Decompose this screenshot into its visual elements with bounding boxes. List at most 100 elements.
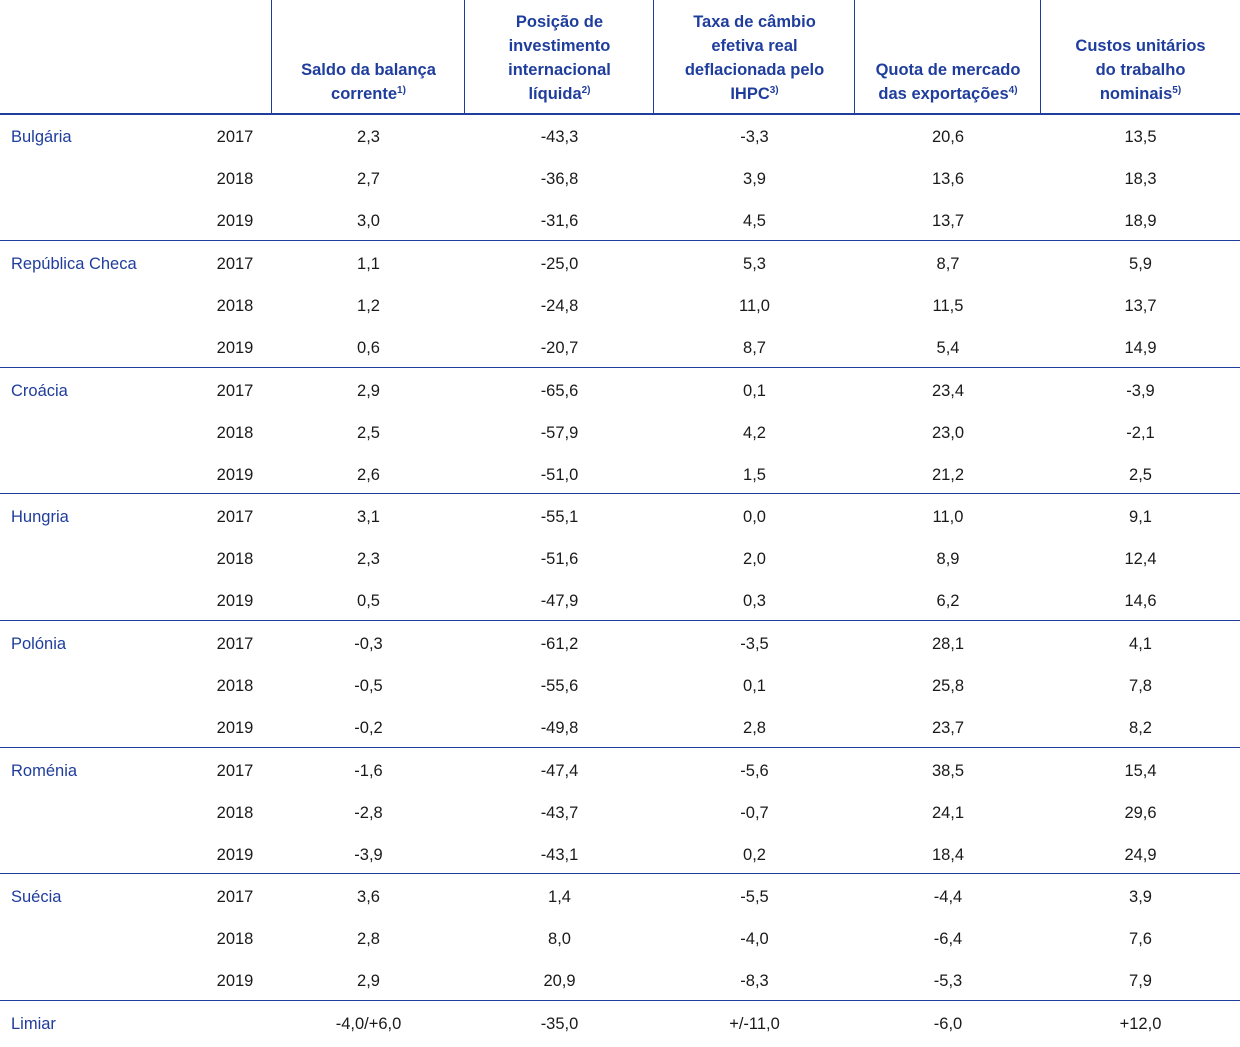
header-divider <box>271 0 272 113</box>
value-cell: 25,8 <box>931 677 965 695</box>
value-cell: -8,3 <box>740 972 769 990</box>
value-cell: 2,5 <box>1129 466 1152 484</box>
year-cell: 2019 <box>216 466 254 484</box>
table-row: 2019 -3,9 -43,1 0,2 18,4 24,9 <box>0 843 1240 867</box>
value-cell: -0,7 <box>740 804 769 822</box>
value-cell: 7,6 <box>1129 930 1152 948</box>
value-cell: 2,6 <box>357 466 380 484</box>
value-cell: 2,8 <box>357 930 380 948</box>
threshold-value: +/-11,0 <box>729 1015 780 1033</box>
table-row: 2017 3,1 -55,1 0,0 11,0 9,1 <box>0 505 1240 529</box>
group-rule <box>0 747 1240 748</box>
value-cell: -0,5 <box>354 677 383 695</box>
table-row: 2018 -0,5 -55,6 0,1 25,8 7,8 <box>0 674 1240 698</box>
header-line: Custos unitários <box>1075 37 1206 55</box>
value-cell: -5,5 <box>740 888 769 906</box>
value-cell: -51,6 <box>540 550 579 568</box>
table-row: 2019 2,6 -51,0 1,5 21,2 2,5 <box>0 463 1240 487</box>
table-row: 2018 2,8 8,0 -4,0 -6,4 7,6 <box>0 927 1240 951</box>
footnote-ref: 2) <box>581 85 591 96</box>
value-cell: 0,0 <box>743 508 766 526</box>
table-row: 2017 2,3 -43,3 -3,3 20,6 13,5 <box>0 125 1240 149</box>
value-cell: -5,3 <box>933 972 963 990</box>
value-cell: 8,7 <box>743 339 766 357</box>
value-cell: 3,1 <box>357 508 380 526</box>
value-cell: 29,6 <box>1124 804 1157 822</box>
value-cell: 13,6 <box>931 170 965 188</box>
value-cell: 0,3 <box>743 592 766 610</box>
year-cell: 2019 <box>216 592 254 610</box>
table-row: 2019 -0,2 -49,8 2,8 23,7 8,2 <box>0 716 1240 740</box>
header-line: Quota de mercado <box>875 61 1021 79</box>
group-rule <box>0 493 1240 494</box>
value-cell: -3,5 <box>740 635 769 653</box>
value-cell: 6,2 <box>936 592 960 610</box>
value-cell: -43,7 <box>540 804 579 822</box>
threshold-label: Limiar <box>11 1015 56 1033</box>
threshold-value: -35,0 <box>540 1015 579 1033</box>
value-cell: -47,4 <box>540 762 579 780</box>
value-cell: -2,1 <box>1126 424 1155 442</box>
value-cell: -4,0 <box>740 930 769 948</box>
header-rule <box>0 113 1240 115</box>
table-row: 2017 2,9 -65,6 0,1 23,4 -3,9 <box>0 379 1240 403</box>
value-cell: 7,9 <box>1129 972 1152 990</box>
header-line: Posição de <box>515 13 604 31</box>
value-cell: 38,5 <box>931 762 965 780</box>
value-cell: 2,3 <box>357 550 380 568</box>
threshold-value: +12,0 <box>1119 1015 1162 1033</box>
value-cell: -51,0 <box>540 466 579 484</box>
value-cell: 4,5 <box>743 212 766 230</box>
value-cell: 13,5 <box>1124 128 1157 146</box>
value-cell: 0,5 <box>357 592 380 610</box>
value-cell: -61,2 <box>540 635 579 653</box>
value-cell: 18,3 <box>1124 170 1157 188</box>
year-cell: 2019 <box>216 846 254 864</box>
value-cell: -0,2 <box>354 719 383 737</box>
value-cell: 21,2 <box>931 466 965 484</box>
value-cell: -3,9 <box>1126 382 1155 400</box>
table-row: 2018 1,2 -24,8 11,0 11,5 13,7 <box>0 294 1240 318</box>
value-cell: -20,7 <box>540 339 579 357</box>
footnote-ref: 4) <box>1008 85 1018 96</box>
header-reer: Taxa de câmbio efetiva real deflacionada p… <box>654 0 855 113</box>
value-cell: 11,5 <box>932 297 964 315</box>
table-row: 2018 2,7 -36,8 3,9 13,6 18,3 <box>0 167 1240 191</box>
year-cell: 2017 <box>216 888 254 906</box>
header-line: investimento <box>508 37 611 55</box>
value-cell: 13,7 <box>1124 297 1157 315</box>
header-line: do trabalho <box>1095 61 1186 79</box>
value-cell: -24,8 <box>540 297 579 315</box>
table-row: 2019 3,0 -31,6 4,5 13,7 18,9 <box>0 209 1240 233</box>
value-cell: -3,3 <box>740 128 769 146</box>
header-line: líquida <box>528 85 582 103</box>
value-cell: 15,4 <box>1124 762 1157 780</box>
threshold-value: -6,0 <box>933 1015 963 1033</box>
value-cell: 3,0 <box>357 212 380 230</box>
footnote-ref: 3) <box>769 85 779 96</box>
footnote-ref: 5) <box>1172 85 1182 96</box>
value-cell: 5,4 <box>936 339 960 357</box>
value-cell: 2,0 <box>743 550 766 568</box>
year-cell: 2019 <box>216 212 254 230</box>
year-cell: 2017 <box>216 508 254 526</box>
country-label: Polónia <box>11 635 67 653</box>
year-cell: 2017 <box>216 762 254 780</box>
year-cell: 2018 <box>216 297 254 315</box>
table-row: 2018 2,3 -51,6 2,0 8,9 12,4 <box>0 547 1240 571</box>
table-row: 2019 2,9 20,9 -8,3 -5,3 7,9 <box>0 969 1240 993</box>
year-cell: 2018 <box>216 550 254 568</box>
header-divider <box>653 0 654 113</box>
country-label: Suécia <box>11 888 62 906</box>
value-cell: -2,8 <box>354 804 383 822</box>
year-cell: 2017 <box>216 128 254 146</box>
value-cell: 1,5 <box>743 466 766 484</box>
value-cell: -55,1 <box>540 508 579 526</box>
group-rule <box>0 240 1240 241</box>
header-export-share: Quota de mercado das exportações4) <box>855 0 1041 113</box>
header-line: Saldo da balança <box>301 61 436 79</box>
value-cell: 0,2 <box>743 846 766 864</box>
value-cell: 8,2 <box>1129 719 1152 737</box>
value-cell: 24,9 <box>1124 846 1157 864</box>
